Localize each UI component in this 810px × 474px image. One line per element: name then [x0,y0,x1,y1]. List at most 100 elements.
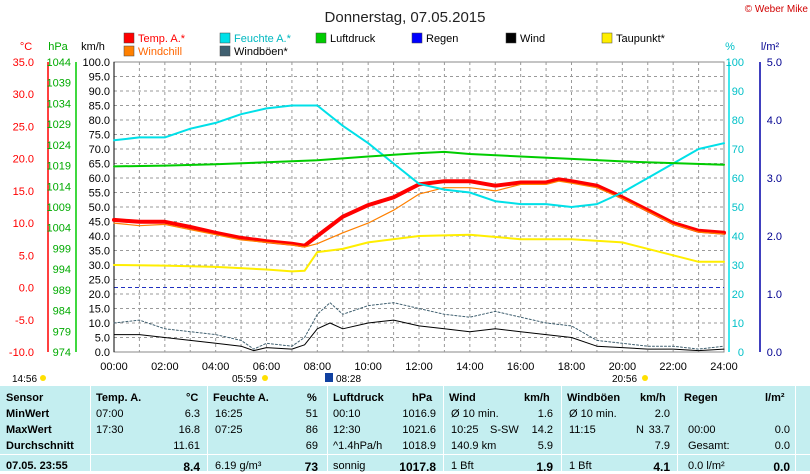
table-cell-w-val: 5.9 [537,440,553,452]
wind-tick-label: 40.0 [89,231,110,243]
header-gust: Windböen [567,392,621,404]
x-tick-label: 08:00 [304,361,332,373]
wind-tick-label: 60.0 [89,173,110,185]
rain-tick-label: 2.0 [767,231,782,243]
x-tick-label: 02:00 [151,361,179,373]
wind-tick-label: 95.0 [89,72,110,84]
table-cell-t-val: 16.8 [178,424,200,436]
press-tick-label: 1024 [47,140,71,152]
header-hum-unit: % [307,392,317,404]
copyright: © Weber Mike [745,4,809,15]
press-tick-label: 974 [53,347,71,359]
series-line [113,319,725,352]
press-tick-label: 979 [53,326,71,338]
legend-label: Temp. A.* [138,33,186,45]
x-tick-label: 10:00 [354,361,382,373]
legend-label: Taupunkt* [616,33,666,45]
chart-title: Donnerstag, 07.05.2015 [325,9,486,26]
table-cell-r-val: 0.0 [773,460,790,474]
hum-tick-label: 80 [732,115,744,127]
press-tick-label: 989 [53,285,71,297]
header-rain: Regen [684,392,718,404]
hum-tick-label: 40 [732,231,744,243]
table-cell-w-val: 14.2 [531,424,553,436]
table-cell-g-val: 2.0 [654,408,670,420]
legend-swatch [123,45,135,57]
series-line [113,180,725,248]
table-cell-label: MinWert [6,408,50,420]
sun-icon [40,375,46,381]
table-cell-label: Durchschnitt [6,440,74,452]
wind-tick-label: 30.0 [89,260,110,272]
header-sensor: Sensor [6,392,44,404]
table-cell-g-dir: N [636,424,644,436]
temp-tick-label: 0.0 [19,283,34,295]
header-gust-unit: km/h [640,392,666,404]
rain-tick-label: 4.0 [767,115,782,127]
table-cell-w-time: 140.9 km [451,440,497,452]
table-cell-h-val: 73 [304,460,318,474]
table-cell-label: MaxWert [6,424,52,436]
temp-tick-label: 5.0 [19,250,34,262]
x-tick-label: 00:00 [100,361,128,373]
hum-tick-label: 90 [732,86,744,98]
wind-tick-label: 55.0 [89,188,110,200]
wind-tick-label: 70.0 [89,144,110,156]
wind-unit: km/h [81,41,105,53]
wind-tick-label: 65.0 [89,159,110,171]
temp-tick-label: 25.0 [13,121,34,133]
x-tick-label: 16:00 [507,361,535,373]
legend-label: Windböen* [234,46,289,58]
header-wind-unit: km/h [524,392,550,404]
hum-tick-label: 100 [726,57,744,69]
legend-swatch [505,32,517,44]
header-temp: Temp. A. [96,392,142,404]
x-tick-label: 18:00 [558,361,586,373]
hum-tick-label: 20 [732,289,744,301]
header-temp-unit: °C [186,392,199,404]
wind-tick-label: 80.0 [89,115,110,127]
table-cell-w-val: 1.6 [537,408,553,420]
table-cell-p-time: ^1.4hPa/h [333,440,383,452]
press-tick-label: 1019 [47,161,71,173]
table-cell-t-val: 6.3 [184,408,200,420]
press-tick-label: 999 [53,243,71,255]
legend-swatch [315,32,327,44]
table-cell-h-val: 86 [305,424,318,436]
legend-swatch [601,32,613,44]
rain-tick-label: 0.0 [767,347,782,359]
x-tick-label: 04:00 [202,361,230,373]
sun-left-time: 14:56 [12,374,37,385]
table-cell-t-val: 11.61 [173,440,200,452]
hum-tick-label: 0 [738,347,744,359]
x-tick-label: 22:00 [659,361,687,373]
wind-tick-label: 100.0 [82,57,110,69]
temp-tick-label: -10.0 [9,347,34,359]
header-press-unit: hPa [412,392,433,404]
table-cell-g-time: 11:15 [569,424,596,436]
sunrise-icon [262,375,268,381]
temp-tick-label: -5.0 [15,315,34,327]
table-cell-g-val: 7.9 [654,440,670,452]
table-cell-h-time: 6.19 g/m³ [215,460,262,472]
table-cell-h-time: 16:25 [215,408,243,420]
table-cell-r-time: 00:00 [688,424,716,436]
legend-label: Regen [426,33,458,45]
x-tick-label: 24:00 [710,361,738,373]
table-cell-t-val: 8.4 [183,460,200,474]
moon-icon [325,373,333,382]
temp-tick-label: 35.0 [13,57,34,69]
x-tick-label: 06:00 [253,361,281,373]
wind-tick-label: 5.0 [95,333,110,345]
sunset-time: 20:56 [612,374,637,385]
hum-tick-label: 70 [732,144,744,156]
table-cell-p-val: 1016.9 [402,408,436,420]
legend-label: Luftdruck [330,33,376,45]
legend-swatch [219,45,231,57]
table-cell-g-time: 1 Bft [569,460,592,472]
table-cell-w-dir: S-SW [490,424,519,436]
wind-tick-label: 35.0 [89,246,110,258]
press-tick-label: 984 [53,306,71,318]
hum-tick-label: 10 [732,318,744,330]
hum-tick-label: 50 [732,202,744,214]
